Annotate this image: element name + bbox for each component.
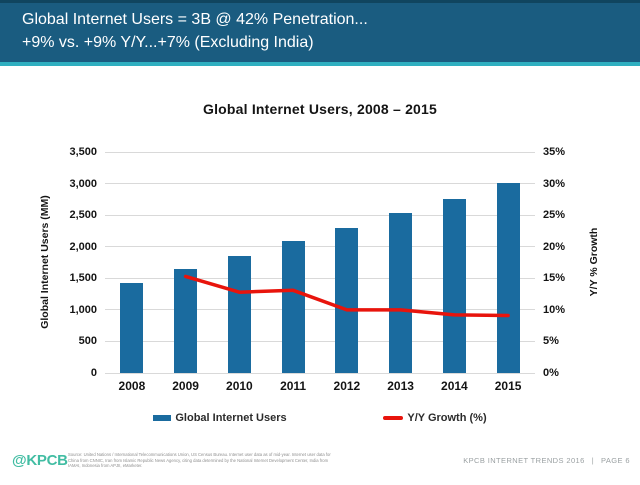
gridline (105, 151, 535, 153)
x-axis-label-2013: 2013 (387, 379, 414, 393)
right-axis-tick-labels: 0% 5% 10% 15% 20% 25% 30% 35% (543, 146, 603, 379)
legend-item-users: Global Internet Users (153, 412, 287, 424)
bar-2011 (281, 241, 305, 373)
gridline (105, 340, 535, 342)
x-axis-label-2010: 2010 (226, 379, 253, 393)
bar-2009 (174, 269, 198, 373)
legend-label-users: Global Internet Users (175, 412, 287, 424)
growth-line (183, 274, 510, 318)
gridline (105, 246, 535, 248)
bar-2013 (389, 213, 413, 373)
x-axis-label-2009: 2009 (172, 379, 199, 393)
kpcb-logo: @KPCB (12, 452, 68, 469)
bar-2012 (335, 227, 359, 373)
left-axis-tick-labels: 0 500 1,000 1,500 2,000 2,500 3,000 3,500 (0, 146, 97, 379)
line-swatch-icon (383, 416, 404, 420)
right-axis-tick-label: 25% (543, 209, 566, 222)
x-axis-label-2012: 2012 (333, 379, 361, 393)
right-axis-tick-label: 30% (543, 177, 566, 190)
left-axis-tick-label: 3,000 (69, 177, 97, 190)
gridline (105, 309, 535, 311)
legend: Global Internet Users Y/Y Growth (%) (105, 410, 535, 426)
gridline (105, 183, 535, 185)
right-axis-tick-label: 10% (543, 303, 566, 316)
left-axis-tick-label: 500 (78, 335, 97, 348)
left-axis-tick-label: 2,000 (69, 240, 97, 253)
right-axis-tick-label: 20% (543, 240, 566, 253)
gridline (105, 214, 535, 216)
right-axis-tick-label: 15% (543, 272, 566, 285)
slide-title-line2: +9% vs. +9% Y/Y...+7% (Excluding India) (22, 34, 314, 51)
legend-label-growth: Y/Y Growth (%) (407, 412, 487, 424)
slide-title-banner: Global Internet Users = 3B @ 42% Penetra… (0, 0, 640, 62)
footer-divider: | (591, 456, 595, 465)
right-axis-tick-label: 35% (543, 146, 566, 158)
footer-report-info: KPCB INTERNET TRENDS 2016 | PAGE 6 (463, 456, 630, 465)
left-axis-tick-label: 3,500 (69, 146, 97, 158)
left-axis-tick-label: 1,500 (69, 272, 97, 285)
chart-title: Global Internet Users, 2008 – 2015 (202, 101, 438, 117)
page-number: PAGE 6 (601, 456, 630, 465)
x-axis-label-2015: 2015 (494, 379, 522, 393)
bar-2014 (442, 198, 466, 373)
left-axis-tick-label: 2,500 (69, 209, 97, 222)
bar-2015 (496, 182, 520, 373)
gridline (105, 277, 535, 279)
right-axis-tick-label: 0% (543, 367, 559, 379)
bar-2010 (227, 256, 251, 373)
legend-item-growth: Y/Y Growth (%) (383, 412, 487, 424)
source-note: Source: United Nations / International T… (68, 452, 331, 469)
x-axis-label-2008: 2008 (118, 379, 146, 393)
left-axis-tick-label: 0 (90, 367, 97, 379)
bar-swatch-icon (153, 415, 172, 421)
slide-title-line1: Global Internet Users = 3B @ 42% Penetra… (22, 11, 368, 28)
x-axis-label-2011: 2011 (280, 379, 307, 393)
report-name: KPCB INTERNET TRENDS 2016 (463, 456, 585, 465)
gridline (105, 372, 535, 374)
accent-bar (0, 62, 640, 66)
left-axis-tick-label: 1,000 (69, 303, 97, 316)
plot-area: 2008 2009 2010 2011 2012 2013 2014 2015 (105, 151, 535, 393)
right-axis-tick-label: 5% (543, 335, 559, 348)
x-axis-label-2014: 2014 (441, 379, 468, 393)
bar-2008 (120, 283, 144, 373)
